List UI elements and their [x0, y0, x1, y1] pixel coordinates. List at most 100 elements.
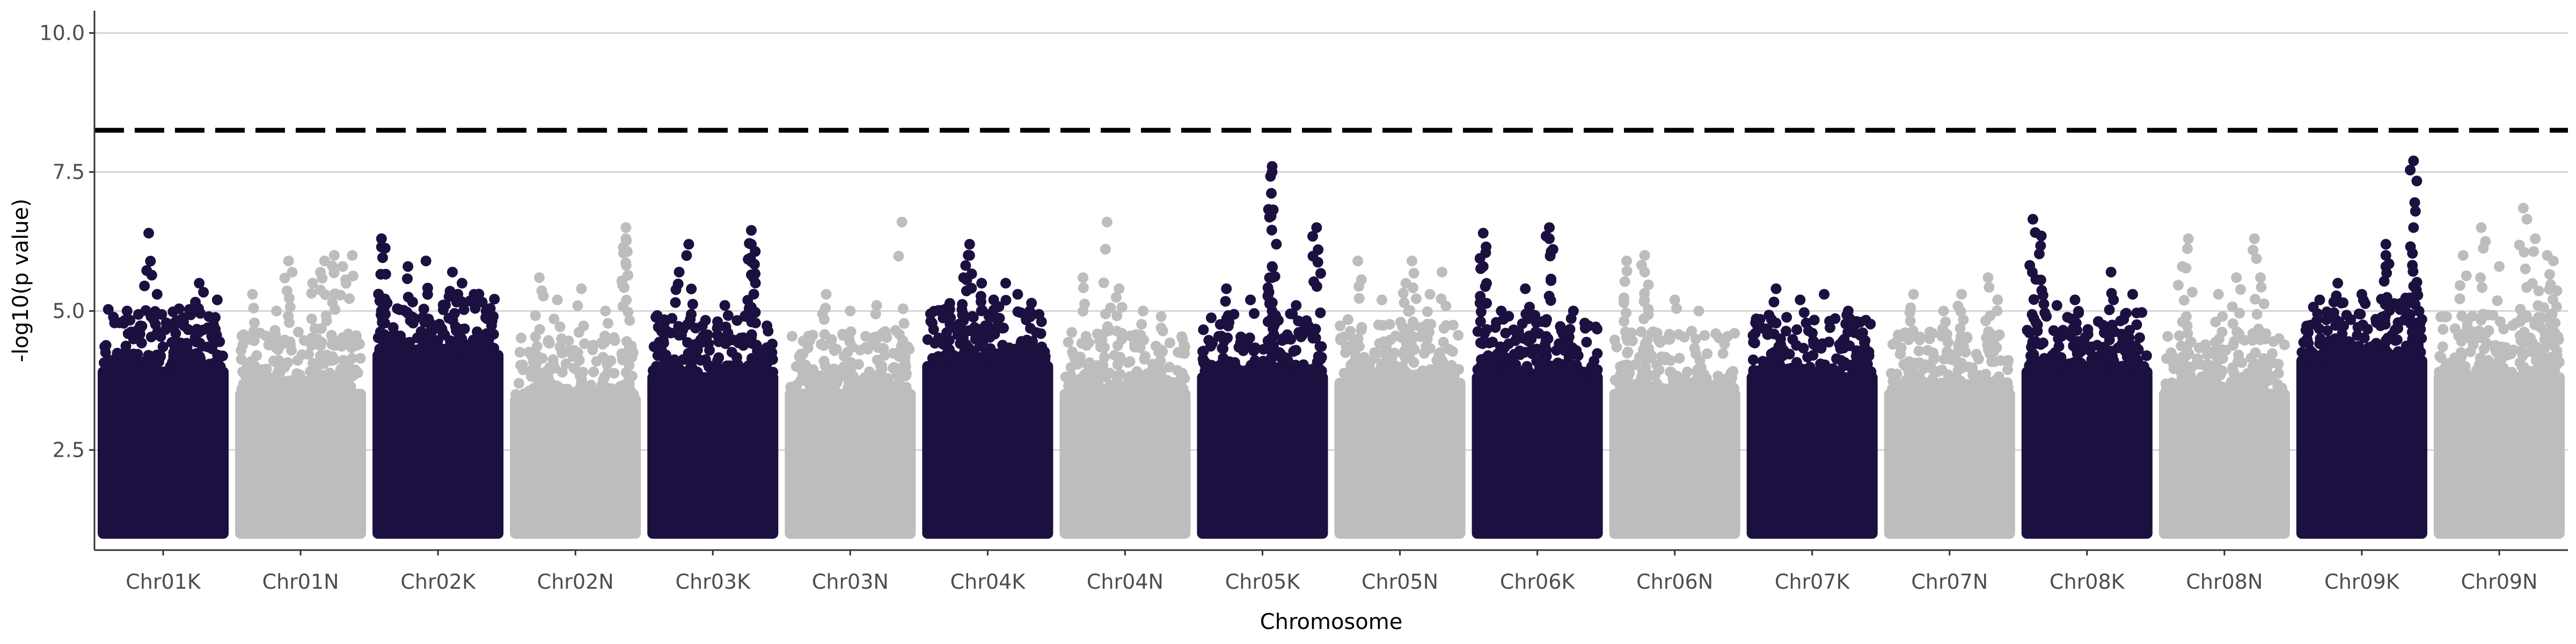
data-point [1036, 341, 1048, 353]
data-point [2496, 354, 2507, 365]
data-point [2454, 280, 2465, 291]
data-point [1893, 329, 1904, 340]
data-point [1824, 322, 1835, 333]
data-point [1310, 324, 1321, 335]
data-point [1637, 371, 1648, 383]
data-point [2411, 175, 2423, 187]
data-point [246, 334, 258, 346]
data-point [797, 369, 809, 380]
data-point [1063, 380, 1074, 391]
data-point [617, 301, 628, 312]
data-point [750, 317, 761, 328]
data-point [2382, 332, 2394, 343]
data-point [1114, 352, 1125, 363]
data-point [477, 297, 488, 308]
x-tick-label: Chr06N [1636, 570, 1713, 594]
data-point [2370, 338, 2382, 349]
data-point [1132, 372, 1144, 384]
data-point [1063, 336, 1074, 348]
data-point [1271, 239, 1282, 250]
data-point [1531, 343, 1542, 355]
data-point [2527, 278, 2538, 289]
data-point [1391, 372, 1402, 383]
data-point [1402, 330, 1414, 341]
data-point [1475, 366, 1487, 377]
data-point [195, 308, 206, 319]
dense-points-Chr09K [2296, 355, 2427, 539]
chromosome-points-Chr03K [647, 225, 779, 539]
peak-point [620, 222, 632, 233]
data-point [823, 372, 834, 384]
data-point [1266, 333, 1277, 345]
chromosome-points-Chr09K [2296, 155, 2427, 539]
peak-point [871, 300, 882, 311]
peak-point [745, 239, 757, 250]
data-point [284, 292, 295, 304]
data-point [2336, 297, 2347, 309]
data-point [2245, 372, 2256, 383]
data-point [456, 333, 467, 345]
peak-point [576, 283, 587, 295]
data-point [2359, 332, 2370, 343]
data-point [2379, 315, 2390, 326]
data-point [1081, 358, 1093, 370]
data-point [2036, 358, 2047, 369]
data-point [2035, 339, 2046, 350]
data-point [670, 297, 681, 308]
peak-point [1012, 289, 1023, 300]
data-point [1622, 374, 1634, 385]
data-point [1155, 322, 1167, 333]
data-point [1903, 334, 1914, 346]
data-point [2518, 362, 2529, 373]
data-point [1440, 360, 1452, 371]
data-point [1408, 268, 1419, 279]
data-point [586, 379, 597, 391]
data-point [2409, 197, 2420, 208]
data-point [1571, 360, 1582, 371]
data-point [190, 296, 201, 308]
data-point [1912, 374, 1923, 385]
data-point [1090, 371, 1101, 382]
peak-point [1908, 289, 1919, 300]
data-point [2476, 314, 2487, 326]
peak-point [1639, 250, 1650, 261]
data-point [2435, 311, 2446, 323]
x-tick-label: Chr04K [950, 570, 1026, 594]
data-point [1236, 342, 1247, 354]
data-point [1798, 307, 1810, 318]
data-point [2407, 248, 2418, 259]
data-point [518, 388, 530, 399]
data-point [1027, 336, 1038, 347]
data-point [2141, 350, 2152, 361]
data-point [1110, 292, 1122, 303]
x-tick-label: Chr02N [537, 570, 614, 594]
data-point [2519, 246, 2530, 258]
data-point [1807, 350, 1819, 361]
data-point [1162, 383, 1174, 394]
data-point [204, 358, 215, 370]
data-point [2266, 348, 2278, 359]
data-point [2075, 357, 2087, 369]
data-point [2097, 320, 2109, 331]
data-point [407, 296, 418, 308]
data-point [1809, 314, 1820, 326]
data-point [1670, 382, 1681, 393]
data-point [686, 283, 697, 295]
data-point [1220, 296, 1231, 307]
data-point [579, 387, 590, 398]
data-point [843, 331, 854, 342]
peak-point [143, 228, 155, 239]
data-point [109, 317, 120, 328]
data-point [395, 334, 406, 345]
peak-point [1311, 222, 1322, 233]
data-point [2035, 274, 2046, 286]
data-point [1422, 318, 1433, 330]
data-point [2401, 340, 2412, 352]
data-point [2454, 353, 2465, 364]
data-point [2514, 330, 2526, 341]
data-point [1622, 335, 1633, 346]
data-point [686, 340, 698, 351]
data-point [1690, 333, 1701, 345]
data-point [1100, 244, 1111, 255]
data-point [1665, 355, 1676, 366]
